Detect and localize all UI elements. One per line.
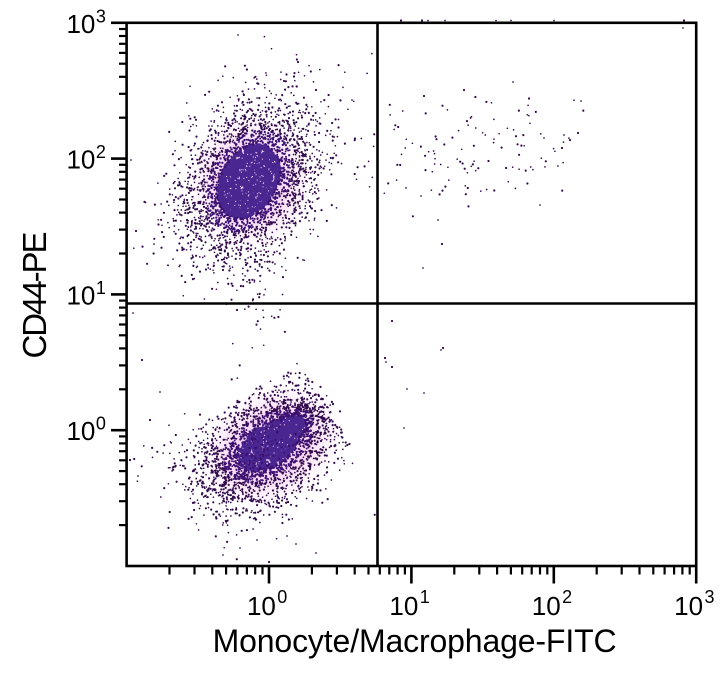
svg-text:10: 10 — [66, 416, 95, 446]
svg-text:1: 1 — [96, 278, 106, 298]
svg-text:2: 2 — [96, 142, 106, 162]
svg-text:CD44-PE: CD44-PE — [16, 232, 53, 359]
svg-text:0: 0 — [96, 414, 106, 434]
svg-text:10: 10 — [674, 591, 703, 621]
svg-text:10: 10 — [532, 591, 561, 621]
svg-text:10: 10 — [66, 145, 95, 175]
svg-text:2: 2 — [562, 587, 572, 607]
svg-text:10: 10 — [66, 280, 95, 310]
svg-text:10: 10 — [66, 9, 95, 39]
svg-text:Monocyte/Macrophage-FITC: Monocyte/Macrophage-FITC — [213, 623, 617, 659]
svg-text:0: 0 — [277, 587, 287, 607]
svg-text:3: 3 — [705, 587, 715, 607]
svg-text:10: 10 — [389, 591, 418, 621]
svg-text:10: 10 — [247, 591, 276, 621]
svg-text:3: 3 — [96, 6, 106, 26]
svg-text:1: 1 — [420, 587, 430, 607]
